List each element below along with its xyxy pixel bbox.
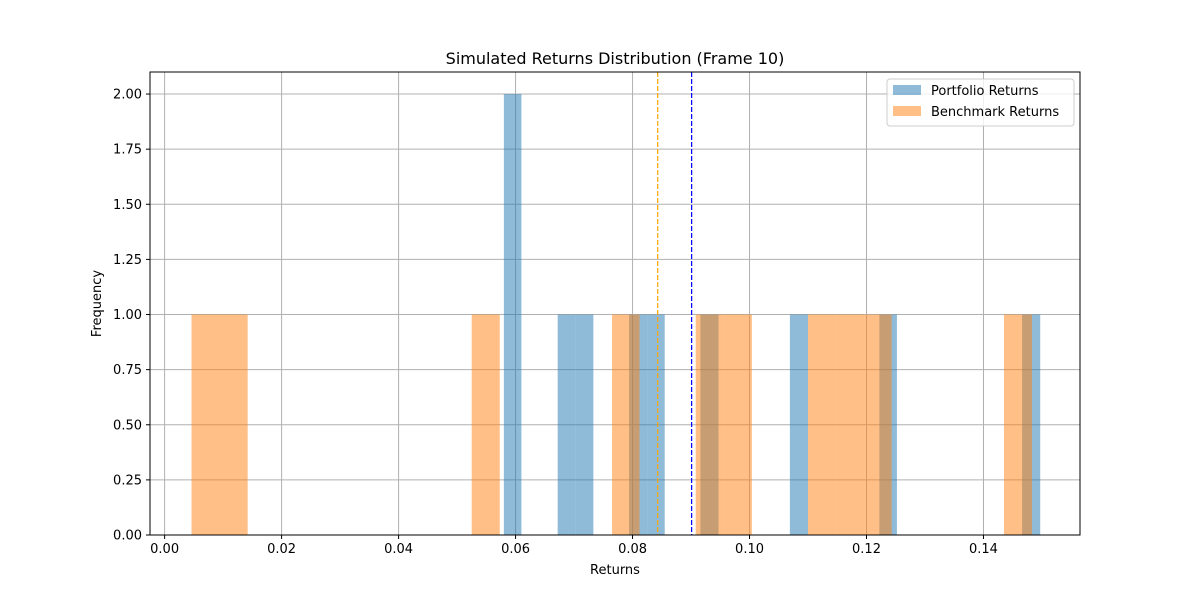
legend-label-portfolio: Portfolio Returns <box>931 84 1039 99</box>
portfolio-bar <box>789 314 809 535</box>
x-tick-label: 0.14 <box>969 542 998 557</box>
portfolio-bar <box>575 314 594 535</box>
x-tick-label: 0.00 <box>150 542 179 557</box>
benchmark-bar <box>191 314 220 535</box>
benchmark-bar <box>836 314 865 535</box>
y-tick-label: 1.00 <box>113 308 142 323</box>
mean-lines <box>657 72 693 535</box>
portfolio-bar <box>503 94 522 536</box>
portfolio-bar <box>557 314 576 535</box>
benchmark-bar <box>864 314 892 535</box>
x-tick-label: 0.02 <box>267 542 296 557</box>
benchmark-bar <box>808 314 837 535</box>
x-tick-label: 0.06 <box>501 542 530 557</box>
portfolio-bar <box>647 314 665 535</box>
x-tick-label: 0.10 <box>735 542 764 557</box>
benchmark-bar <box>219 314 248 535</box>
legend-label-benchmark: Benchmark Returns <box>931 105 1059 120</box>
legend-swatch-benchmark <box>893 106 921 116</box>
x-tick-label: 0.04 <box>384 542 413 557</box>
y-tick-label: 0.75 <box>113 363 142 378</box>
y-tick-label: 2.00 <box>113 88 142 103</box>
y-tick-label: 0.25 <box>113 473 142 488</box>
x-axis-label: Returns <box>590 563 640 578</box>
axis-ticks: 0.00 0.02 0.04 0.06 0.08 0.10 0.12 0.14 0.00 0.25… <box>113 88 998 557</box>
y-tick-label: 1.50 <box>113 198 142 213</box>
legend: Portfolio Returns Benchmark Returns <box>886 78 1075 127</box>
benchmark-bar <box>695 314 724 535</box>
benchmark-bar <box>471 314 500 535</box>
y-tick-label: 1.25 <box>113 253 142 268</box>
legend-box <box>886 78 1075 127</box>
y-tick-label: 0.50 <box>113 418 142 433</box>
plot-area-frame <box>149 71 1081 536</box>
y-tick-label: 1.75 <box>113 143 142 158</box>
histogram-bars <box>191 94 1041 536</box>
benchmark-bar <box>723 314 752 535</box>
chart-title: Simulated Returns Distribution (Frame 10… <box>446 49 785 68</box>
legend-swatch-portfolio <box>893 85 921 95</box>
x-tick-label: 0.12 <box>852 542 881 557</box>
benchmark-bar <box>612 314 640 535</box>
x-tick-label: 0.08 <box>618 542 647 557</box>
benchmark-bar <box>1003 314 1033 535</box>
y-axis-label: Frequency <box>90 270 105 337</box>
y-tick-label: 0.00 <box>113 529 142 544</box>
